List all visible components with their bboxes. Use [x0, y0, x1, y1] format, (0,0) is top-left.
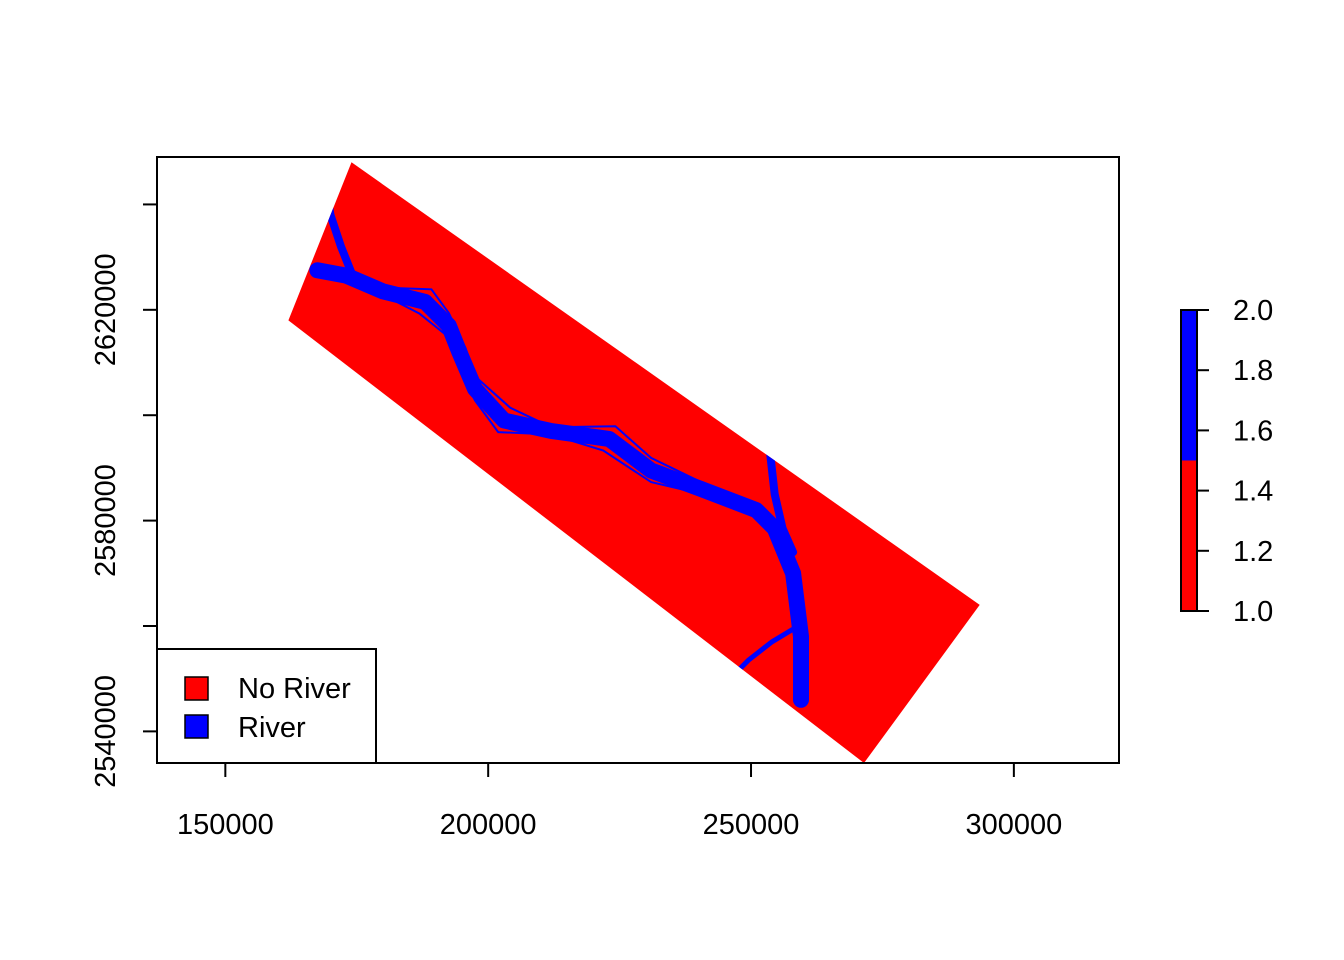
legend-swatch-no-river [184, 676, 209, 701]
legend-label-no-river: No River [238, 673, 351, 705]
colorbar-tick-label: 2.0 [1233, 295, 1273, 327]
legend: No River River [156, 648, 377, 764]
river-main-channel [309, 262, 809, 708]
legend-box [156, 648, 377, 764]
colorbar-ticks: 1.0 1.2 1.4 1.6 1.8 2.0 [1197, 295, 1273, 628]
legend-swatch-river [184, 714, 209, 739]
x-tick-label: 200000 [440, 809, 537, 841]
colorbar-tick-label: 1.0 [1233, 596, 1273, 628]
colorbar-tick-label: 1.6 [1233, 415, 1273, 447]
raster-layer [288, 162, 980, 764]
x-tick-label: 250000 [703, 809, 800, 841]
colorbar-tick-label: 1.8 [1233, 355, 1273, 387]
y-tick-label: 2580000 [90, 464, 122, 577]
river-side-channel-1 [382, 294, 696, 494]
x-axis: 150000 200000 250000 300000 [177, 762, 1062, 841]
colorbar-tick-label: 1.2 [1233, 536, 1273, 568]
colorbar-tick-label: 1.4 [1233, 476, 1273, 508]
x-tick-label: 300000 [965, 809, 1062, 841]
legend-label-river: River [238, 712, 306, 744]
colorbar-segment-no-river [1181, 460, 1197, 611]
colorbar-frame [1180, 309, 1198, 612]
y-tick-label: 2620000 [90, 253, 122, 366]
colorbar-segment-river [1181, 310, 1197, 461]
colorbar: 1.0 1.2 1.4 1.6 1.8 2.0 [1180, 295, 1273, 628]
x-tick-label: 150000 [177, 809, 274, 841]
river-side-channel-2 [382, 286, 708, 487]
y-tick-label: 2540000 [90, 675, 122, 788]
y-axis: 2540000 2580000 2620000 [90, 203, 158, 788]
